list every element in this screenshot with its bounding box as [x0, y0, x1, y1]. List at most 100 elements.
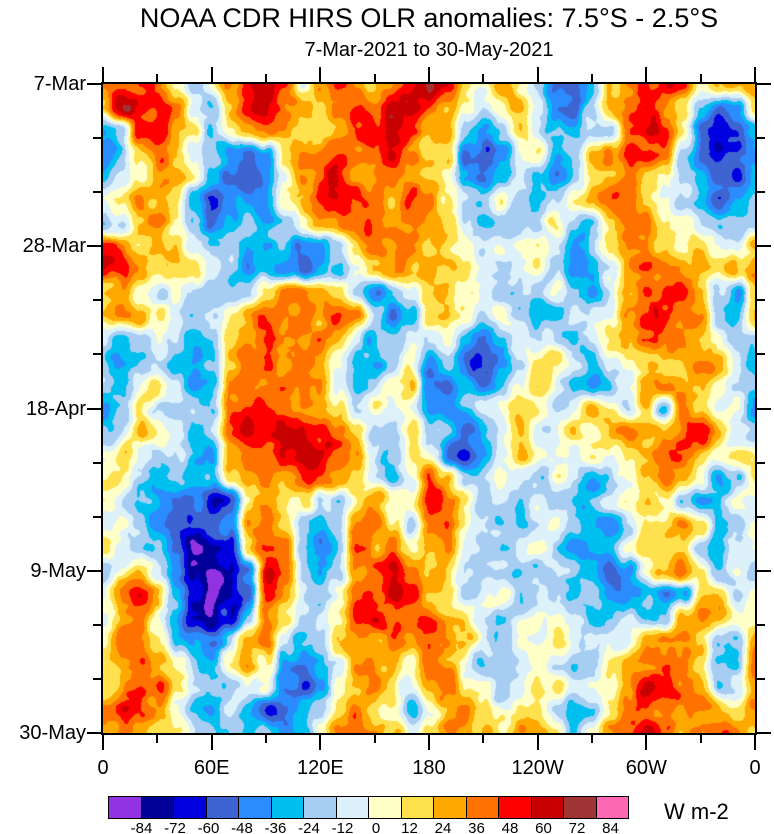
x-minor-tick-top: [482, 74, 485, 82]
x-major-tick: [536, 735, 539, 750]
x-minor-tick-top: [156, 74, 159, 82]
colorbar-swatch: [368, 796, 402, 819]
x-major-tick: [428, 735, 430, 750]
y-tick-label: 28-Mar: [22, 235, 86, 258]
x-major-tick-top: [536, 67, 539, 82]
chart-title: NOAA CDR HIRS OLR anomalies: 7.5°S - 2.5…: [139, 3, 719, 33]
colorbar-swatch: [205, 796, 239, 819]
y-minor-tick-right: [757, 353, 765, 356]
x-minor-tick-top: [373, 74, 376, 82]
y-minor-tick: [93, 137, 101, 140]
y-major-tick: [87, 245, 101, 248]
colorbar-swatch: [270, 796, 304, 819]
x-minor-tick: [373, 735, 376, 743]
y-minor-tick: [93, 299, 101, 302]
x-tick-label: 60E: [193, 757, 230, 779]
colorbar-swatch: [530, 796, 564, 819]
y-major-tick-right: [757, 245, 771, 248]
colorbar-swatch: [400, 796, 434, 819]
x-minor-tick-top: [265, 74, 267, 82]
x-major-tick: [210, 735, 213, 750]
colorbar-level-label: -84: [130, 820, 153, 834]
x-minor-tick: [265, 735, 267, 743]
colorbar-level-label: 12: [401, 820, 418, 834]
y-minor-tick-right: [757, 461, 765, 464]
colorbar-swatch: [335, 796, 369, 819]
y-major-tick-right: [757, 407, 771, 410]
x-minor-tick: [156, 735, 159, 743]
x-tick-label: 0: [749, 757, 761, 779]
colorbar-level-label: 84: [602, 820, 619, 834]
colorbar-swatch: [563, 796, 597, 819]
x-tick-label: 180: [412, 757, 446, 779]
colorbar: [108, 796, 629, 819]
colorbar-swatch: [303, 796, 337, 819]
y-minor-tick: [93, 515, 101, 518]
x-major-tick-top: [102, 67, 104, 82]
heatmap-canvas: [103, 84, 755, 733]
x-major-tick: [319, 735, 322, 750]
y-minor-tick-right: [757, 137, 765, 140]
y-minor-tick-right: [757, 677, 765, 680]
y-minor-tick-right: [757, 191, 765, 194]
y-major-tick: [87, 569, 101, 572]
chart-subtitle: 7-Mar-2021 to 30-May-2021: [304, 39, 554, 61]
y-major-tick-right: [757, 83, 771, 85]
x-minor-tick: [482, 735, 485, 743]
colorbar-level-label: -48: [231, 820, 253, 834]
colorbar-swatch: [108, 796, 142, 819]
colorbar-level-label: 60: [535, 820, 552, 834]
colorbar-swatch: [465, 796, 499, 819]
x-major-tick-top: [319, 67, 322, 82]
y-minor-tick-right: [757, 623, 765, 626]
y-major-tick: [87, 407, 101, 410]
colorbar-unit-label: W m-2: [664, 799, 729, 824]
colorbar-swatch: [433, 796, 467, 819]
colorbar-swatch: [173, 796, 207, 819]
y-major-tick-right: [757, 732, 771, 734]
colorbar-level-label: -36: [264, 820, 287, 834]
y-minor-tick: [93, 623, 101, 626]
colorbar-swatch: [140, 796, 174, 819]
y-tick-label: 18-Apr: [25, 397, 86, 420]
y-minor-tick: [93, 461, 101, 464]
x-major-tick-top: [754, 67, 756, 82]
colorbar-level-label: -24: [298, 820, 320, 834]
x-tick-label: 0: [97, 757, 109, 779]
x-tick-label: 120W: [511, 757, 564, 779]
x-major-tick-top: [210, 67, 213, 82]
x-tick-label: 60W: [625, 757, 667, 779]
y-major-tick-right: [757, 569, 771, 572]
y-major-tick: [87, 83, 101, 85]
colorbar-level-label: -60: [197, 820, 220, 834]
x-minor-tick-top: [699, 74, 702, 82]
x-major-tick: [754, 735, 756, 750]
x-minor-tick: [699, 735, 702, 743]
colorbar-swatch: [595, 796, 629, 819]
y-minor-tick: [93, 677, 101, 680]
x-major-tick-top: [428, 67, 430, 82]
colorbar-level-label: 72: [568, 820, 586, 834]
colorbar-swatch: [498, 796, 532, 819]
x-tick-label: 120E: [296, 757, 344, 779]
colorbar-level-label: 24: [434, 820, 452, 834]
x-minor-tick-top: [591, 74, 593, 82]
y-tick-label: 30-May: [19, 722, 86, 744]
y-minor-tick-right: [757, 299, 765, 302]
y-tick-label: 9-May: [30, 559, 86, 582]
y-minor-tick-right: [757, 515, 765, 518]
x-major-tick-top: [645, 67, 648, 82]
y-tick-label: 7-Mar: [33, 73, 86, 95]
colorbar-level-label: 36: [468, 820, 485, 834]
colorbar-level-label: -72: [164, 820, 186, 834]
x-minor-tick: [591, 735, 593, 743]
colorbar-level-label: -12: [331, 820, 354, 834]
x-major-tick: [645, 735, 648, 750]
y-major-tick: [87, 732, 101, 734]
x-major-tick: [102, 735, 104, 750]
colorbar-swatch: [238, 796, 272, 819]
y-minor-tick: [93, 191, 101, 194]
colorbar-level-label: 0: [371, 820, 381, 834]
y-minor-tick: [93, 353, 101, 356]
